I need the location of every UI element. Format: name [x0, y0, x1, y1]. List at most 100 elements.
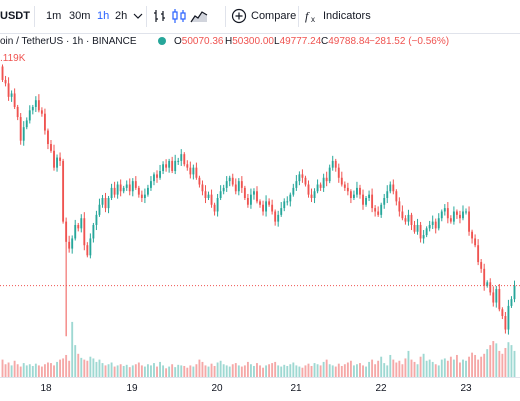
- candle-body: [140, 194, 143, 198]
- volume-bar: [198, 359, 201, 377]
- candle-style-icon[interactable]: [170, 7, 188, 25]
- volume-bar: [1, 359, 4, 377]
- volume-bar: [389, 354, 392, 377]
- volume-bar: [228, 366, 231, 377]
- volume-bar: [143, 366, 146, 377]
- plus-circle-icon[interactable]: [230, 7, 248, 25]
- candle-body: [25, 120, 28, 128]
- candle-body: [165, 164, 168, 168]
- volume-bar: [395, 362, 398, 377]
- fx-icon[interactable]: f x: [303, 7, 321, 25]
- symbol-search[interactable]: USDT: [0, 10, 30, 22]
- area-style-icon[interactable]: [190, 7, 208, 25]
- candle-body: [301, 174, 304, 178]
- candle-body: [219, 191, 222, 198]
- candle-body: [368, 194, 371, 198]
- candle-body: [259, 201, 261, 205]
- volume-bar: [437, 365, 440, 377]
- x-tick-label: 18: [40, 383, 52, 394]
- volume-bar: [104, 365, 107, 377]
- candle-body: [204, 191, 207, 198]
- candle-body: [404, 218, 407, 222]
- toolbar-divider: [298, 6, 299, 27]
- candle-body: [89, 238, 92, 256]
- volume-bar: [4, 364, 7, 377]
- compare-button[interactable]: Compare: [251, 10, 297, 22]
- chevron-down-icon[interactable]: [129, 7, 147, 25]
- candle-body: [328, 167, 331, 182]
- volume-bar: [362, 365, 364, 377]
- volume-bar: [122, 365, 125, 377]
- candle-body: [43, 113, 46, 131]
- volume-bar: [504, 348, 507, 377]
- candle-body: [507, 305, 510, 330]
- candle-body: [253, 191, 255, 195]
- candle-body: [95, 214, 98, 225]
- volume-bar: [310, 365, 313, 377]
- volume-bar: [383, 363, 386, 377]
- volume-bar: [371, 359, 374, 377]
- candle-body: [492, 292, 495, 303]
- candle-body: [246, 198, 249, 205]
- candle-body: [310, 194, 313, 198]
- volume-bar: [89, 356, 92, 377]
- volume-bar: [422, 353, 425, 377]
- candle-body: [449, 218, 452, 222]
- volume-bar: [477, 359, 480, 377]
- x-tick-label: 19: [126, 383, 138, 394]
- volume-bar: [480, 356, 483, 377]
- candle-body: [480, 262, 483, 269]
- volume-bar: [304, 365, 307, 377]
- candle-body: [107, 198, 110, 209]
- volume-bar: [301, 367, 304, 377]
- volume-bar: [137, 362, 140, 377]
- volume-bar: [459, 362, 461, 377]
- candle-body: [455, 211, 458, 215]
- volume-bar: [240, 366, 243, 377]
- candle-body: [313, 191, 316, 198]
- volume-bar: [107, 364, 110, 377]
- candle-body: [207, 194, 210, 198]
- volume-bar: [131, 365, 134, 377]
- indicators-button[interactable]: Indicators: [323, 10, 371, 22]
- candle-body: [322, 177, 325, 188]
- interval-1h[interactable]: 1h: [97, 10, 110, 22]
- candle-body: [265, 201, 268, 212]
- bar-style-icon[interactable]: [151, 7, 169, 25]
- volume-bar: [207, 366, 210, 377]
- interval-30m[interactable]: 30m: [69, 10, 91, 22]
- candle-body: [486, 282, 489, 286]
- candle-body: [40, 110, 43, 114]
- candle-body: [92, 224, 95, 239]
- candle-body: [16, 106, 19, 118]
- volume-bar: [65, 354, 68, 377]
- candle-body: [80, 218, 83, 229]
- candle-body: [483, 268, 486, 286]
- interval-2h[interactable]: 2h: [115, 10, 128, 22]
- candle-body: [452, 211, 455, 222]
- chart-legend: oin / TetherUS · 1h · BINANCE O50070.36 …: [0, 36, 520, 50]
- candle-body: [465, 211, 467, 213]
- interval-1m[interactable]: 1m: [46, 10, 62, 22]
- candle-body: [440, 211, 443, 219]
- candle-body: [319, 184, 322, 188]
- candle-body: [504, 316, 507, 330]
- volume-bar: [92, 358, 95, 377]
- candle-body: [359, 187, 361, 195]
- volume-bar: [177, 364, 180, 377]
- candle-body: [4, 79, 7, 84]
- volume-bar: [68, 360, 71, 377]
- x-tick-label: 20: [211, 383, 223, 394]
- candle-body: [501, 309, 504, 317]
- candle-body: [243, 187, 246, 198]
- candle-body: [125, 184, 128, 188]
- candle-body: [74, 224, 77, 239]
- price-chart[interactable]: [0, 33, 520, 377]
- candle-body: [10, 93, 13, 97]
- candle-body: [104, 198, 107, 209]
- volume-bar: [313, 363, 316, 377]
- candle-body: [428, 224, 431, 229]
- volume-bar: [162, 365, 165, 377]
- volume-bar: [77, 353, 80, 377]
- candle-body: [286, 201, 289, 203]
